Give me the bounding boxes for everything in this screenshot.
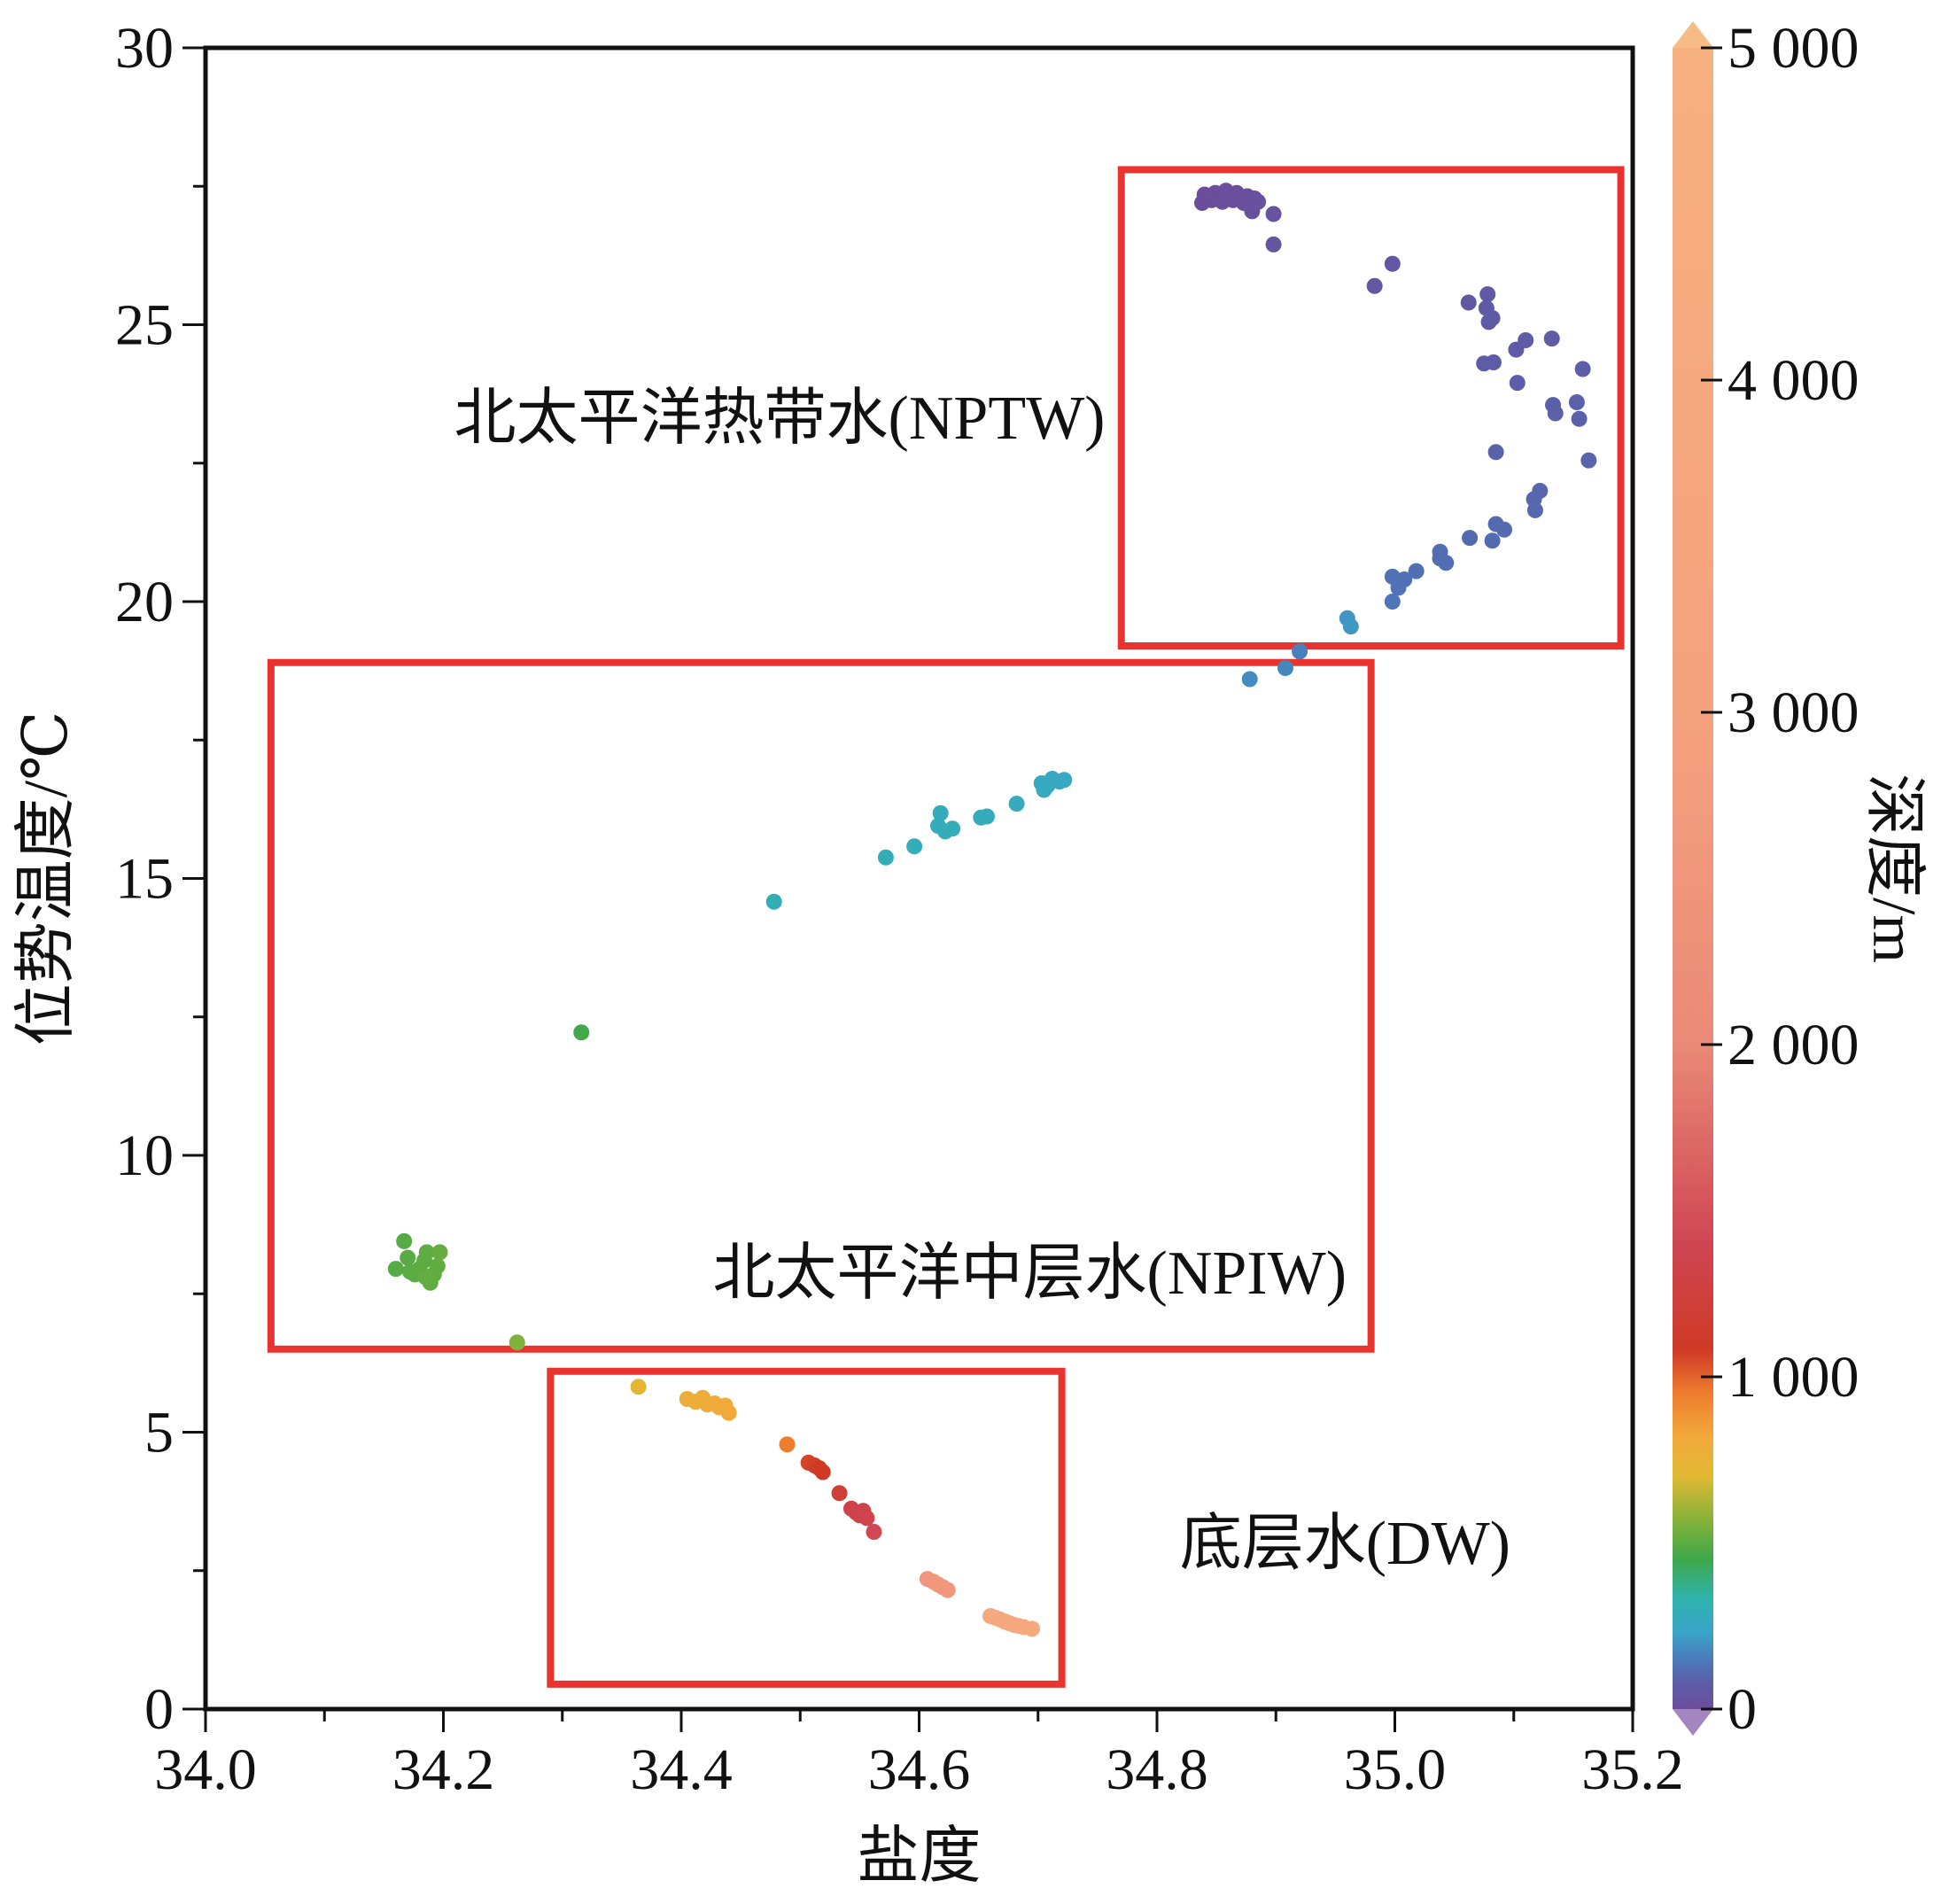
- y-tick-label: 15: [115, 847, 174, 912]
- data-point: [1460, 294, 1477, 311]
- data-points: [387, 183, 1597, 1637]
- x-axis: 34.0 34.2 34.4 34.6 34.8 35.0 35.2: [154, 1706, 1684, 1802]
- data-point: [509, 1334, 525, 1351]
- x-tick-label: 35.0: [1344, 1737, 1447, 1802]
- data-point: [1241, 671, 1258, 688]
- colorbar-tick-label: 4 000: [1727, 348, 1859, 413]
- x-tick-label: 35.2: [1581, 1737, 1684, 1802]
- data-point: [831, 1485, 848, 1502]
- y-tick-label: 20: [115, 570, 174, 634]
- y-tick-label: 25: [115, 293, 174, 358]
- data-point: [1479, 286, 1496, 303]
- data-point: [396, 1232, 413, 1249]
- data-point: [1526, 501, 1543, 518]
- data-point: [1244, 203, 1261, 220]
- y-tick-label: 5: [144, 1401, 174, 1465]
- region-label: 北太平洋中层水(NPIW): [713, 1240, 1347, 1308]
- y-axis: 0 5 10 15 20 25 30: [115, 16, 206, 1742]
- data-point: [779, 1436, 796, 1453]
- data-point: [720, 1404, 737, 1421]
- region-label: 底层水(DW): [1180, 1510, 1510, 1578]
- colorbar-tick-label: 1 000: [1727, 1345, 1859, 1410]
- data-point: [877, 849, 894, 866]
- colorbar-tick-label: 0: [1727, 1677, 1757, 1742]
- data-point: [1574, 361, 1591, 377]
- x-tick-label: 34.4: [630, 1737, 733, 1802]
- data-point: [1292, 643, 1308, 660]
- data-point: [1484, 532, 1501, 549]
- data-point: [858, 1510, 875, 1527]
- colorbar-tick-label: 5 000: [1727, 16, 1859, 81]
- x-tick-label: 34.0: [154, 1737, 257, 1802]
- data-point: [1384, 255, 1401, 272]
- data-point: [1484, 310, 1501, 326]
- region-box: [1117, 166, 1625, 649]
- data-point: [1543, 330, 1560, 347]
- data-point: [1265, 206, 1282, 222]
- plot-frame: [203, 45, 1635, 1712]
- data-point: [1462, 530, 1479, 547]
- data-point: [431, 1244, 448, 1261]
- colorbar-extend-low: [1673, 1709, 1713, 1736]
- data-point: [418, 1244, 435, 1261]
- colorbar-tick-label: 3 000: [1727, 680, 1859, 745]
- data-point: [1568, 394, 1585, 410]
- data-point: [814, 1464, 831, 1480]
- data-point: [630, 1379, 647, 1395]
- data-point: [944, 820, 961, 837]
- data-point: [973, 809, 990, 826]
- data-point: [765, 893, 782, 910]
- data-point: [1277, 660, 1293, 676]
- region-box: [267, 658, 1375, 1353]
- data-point: [1008, 796, 1025, 812]
- data-point: [906, 838, 923, 855]
- data-point: [1580, 452, 1597, 469]
- colorbar-extend-high: [1673, 21, 1713, 48]
- data-point: [1485, 354, 1502, 370]
- data-point: [1408, 563, 1425, 579]
- colorbar-gradient: [1673, 48, 1713, 1709]
- y-tick-label: 0: [144, 1677, 174, 1742]
- data-point: [1342, 618, 1359, 635]
- data-point: [1265, 236, 1282, 253]
- data-point: [1366, 277, 1383, 294]
- data-point: [866, 1524, 882, 1540]
- y-tick-label: 30: [115, 16, 174, 81]
- data-point: [400, 1249, 416, 1266]
- data-point: [932, 804, 949, 821]
- data-point: [417, 1269, 434, 1286]
- data-point: [1518, 332, 1534, 348]
- data-point: [387, 1261, 404, 1278]
- data-point: [939, 1581, 956, 1598]
- y-axis-title: 位势温度/℃: [12, 711, 81, 1046]
- region-box: [547, 1367, 1066, 1688]
- x-tick-label: 34.2: [392, 1737, 495, 1802]
- data-point: [1487, 444, 1504, 461]
- x-tick-label: 34.6: [868, 1737, 971, 1802]
- data-point: [573, 1024, 590, 1041]
- data-point: [1024, 1620, 1041, 1637]
- data-point: [1438, 555, 1455, 571]
- x-axis-title: 盐度: [858, 1822, 982, 1891]
- region-boxes: 北太平洋热带水(NPTW) 北太平洋中层水(NPIW) 底层水(DW): [267, 166, 1625, 1688]
- data-point: [429, 1258, 446, 1274]
- data-point: [1036, 781, 1052, 798]
- data-point: [1496, 521, 1513, 538]
- data-point: [1509, 375, 1526, 392]
- x-tick-label: 34.8: [1106, 1737, 1208, 1802]
- region-label: 北太平洋热带水(NPTW): [454, 385, 1106, 453]
- data-point: [1571, 410, 1588, 427]
- colorbar-tick-label: 2 000: [1727, 1013, 1859, 1077]
- colorbar-title: 深度/m: [1859, 773, 1928, 963]
- data-point: [1384, 594, 1401, 610]
- data-point: [1547, 405, 1564, 422]
- colorbar: 0 1 000 2 000 3 000 4 000 5 000: [1673, 16, 1859, 1742]
- data-point: [1390, 579, 1407, 596]
- y-tick-label: 10: [115, 1123, 174, 1188]
